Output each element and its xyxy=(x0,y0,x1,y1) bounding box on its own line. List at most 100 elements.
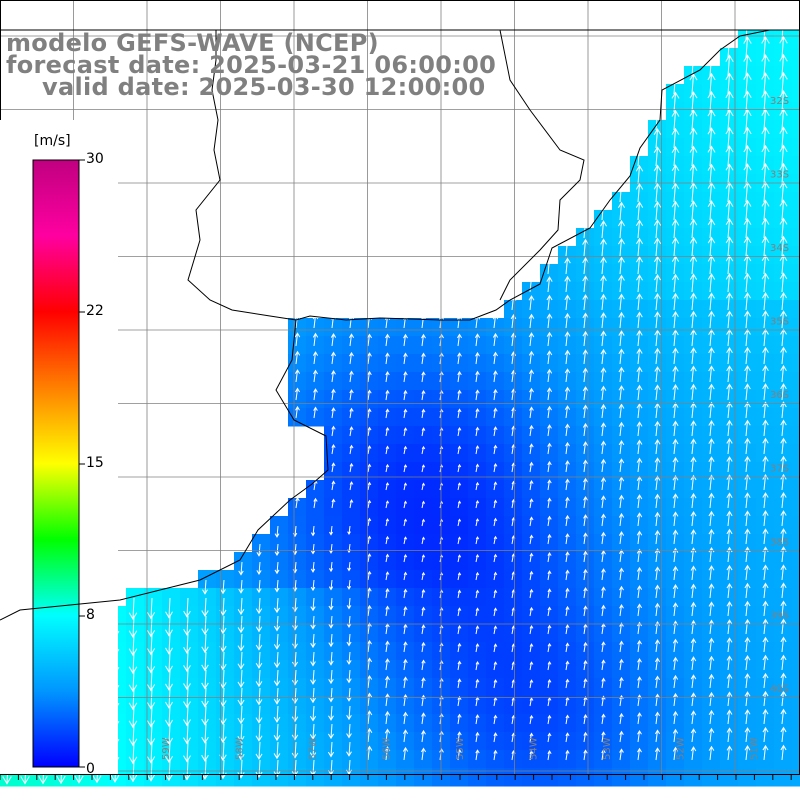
wind-arrow xyxy=(708,565,715,581)
wind-arrow xyxy=(583,714,588,725)
speed-cell xyxy=(576,750,595,769)
wind-arrow xyxy=(403,427,408,437)
speed-cell xyxy=(324,714,343,733)
speed-cell xyxy=(504,696,523,715)
speed-cell xyxy=(774,426,793,445)
speed-cell xyxy=(306,660,325,679)
wind-arrow xyxy=(291,687,299,704)
speed-cell xyxy=(324,588,343,607)
wind-arrow xyxy=(475,389,480,401)
wind-arrow xyxy=(146,669,156,692)
speed-cell xyxy=(594,606,613,625)
wind-arrow xyxy=(421,518,426,527)
speed-cell xyxy=(450,750,469,769)
wind-arrow xyxy=(366,333,373,347)
speed-cell xyxy=(792,750,800,769)
wind-arrow xyxy=(583,568,588,581)
speed-cell xyxy=(720,462,739,481)
wind-arrow xyxy=(349,426,354,437)
speed-cell xyxy=(486,570,505,589)
speed-cell xyxy=(702,300,721,319)
wind-arrow xyxy=(564,405,571,419)
wind-arrow xyxy=(421,333,426,347)
speed-cell xyxy=(216,660,235,679)
speed-cell xyxy=(774,606,793,625)
wind-arrow xyxy=(618,256,625,275)
speed-cell xyxy=(594,372,613,391)
wind-arrow xyxy=(201,651,209,672)
wind-arrow xyxy=(762,292,769,311)
speed-cell xyxy=(630,480,649,499)
wind-arrow xyxy=(310,687,316,704)
wind-arrow xyxy=(457,554,462,563)
speed-cell xyxy=(792,516,800,535)
wind-arrow xyxy=(384,728,391,743)
speed-cell xyxy=(324,624,343,643)
speed-cell xyxy=(324,768,343,787)
speed-cell xyxy=(378,462,397,481)
speed-cell xyxy=(486,660,505,679)
speed-cell xyxy=(594,300,613,319)
speed-cell xyxy=(252,750,271,769)
speed-cell xyxy=(450,732,469,751)
speed-cell xyxy=(684,426,703,445)
wind-arrow xyxy=(618,293,625,311)
speed-cell xyxy=(306,552,325,571)
speed-cell xyxy=(342,318,361,337)
wind-arrow xyxy=(654,292,661,311)
speed-cell xyxy=(792,282,800,301)
wind-arrow xyxy=(690,728,697,743)
wind-arrow xyxy=(493,661,498,671)
wind-arrow xyxy=(744,401,751,419)
wind-arrow xyxy=(329,525,333,536)
speed-cell xyxy=(414,516,433,535)
speed-cell xyxy=(594,768,613,787)
speed-cell xyxy=(792,624,800,643)
speed-cell xyxy=(666,336,685,355)
speed-cell xyxy=(594,282,613,301)
speed-cell xyxy=(288,408,307,427)
speed-cell xyxy=(396,660,415,679)
speed-cell xyxy=(612,408,631,427)
wind-arrow xyxy=(672,746,679,761)
speed-cell xyxy=(540,570,559,589)
speed-cell xyxy=(504,516,523,535)
speed-cell xyxy=(756,714,775,733)
wind-arrow xyxy=(310,651,316,667)
wind-arrow xyxy=(690,365,697,383)
speed-cell xyxy=(720,516,739,535)
wind-arrow xyxy=(672,493,679,509)
wind-arrow xyxy=(402,729,409,743)
wind-arrow xyxy=(582,386,589,401)
speed-cell xyxy=(792,246,800,265)
wind-arrow xyxy=(493,625,498,635)
wind-arrow xyxy=(565,587,570,599)
speed-cell xyxy=(504,570,523,589)
wind-arrow xyxy=(346,597,352,610)
speed-cell xyxy=(360,354,379,373)
speed-cell xyxy=(576,678,595,697)
speed-cell xyxy=(504,300,523,319)
speed-cell xyxy=(414,426,433,445)
wind-arrow xyxy=(493,732,498,743)
speed-cell xyxy=(198,678,217,697)
speed-cell xyxy=(450,516,469,535)
wind-arrow xyxy=(583,587,588,599)
speed-cell xyxy=(378,354,397,373)
wind-arrow xyxy=(636,329,643,347)
speed-cell xyxy=(720,696,739,715)
wind-arrow xyxy=(421,427,426,437)
wind-arrow xyxy=(475,643,480,653)
wind-arrow xyxy=(726,745,733,761)
speed-cell xyxy=(270,606,289,625)
wind-arrow xyxy=(636,348,643,365)
wind-arrow xyxy=(493,571,498,581)
wind-arrow xyxy=(237,687,245,707)
wind-arrow xyxy=(618,238,625,257)
speed-cell xyxy=(540,624,559,643)
wind-arrow xyxy=(565,749,570,761)
speed-cell xyxy=(522,462,541,481)
wind-arrow xyxy=(295,387,300,401)
wind-arrow xyxy=(457,463,462,473)
wind-arrow xyxy=(219,633,227,653)
